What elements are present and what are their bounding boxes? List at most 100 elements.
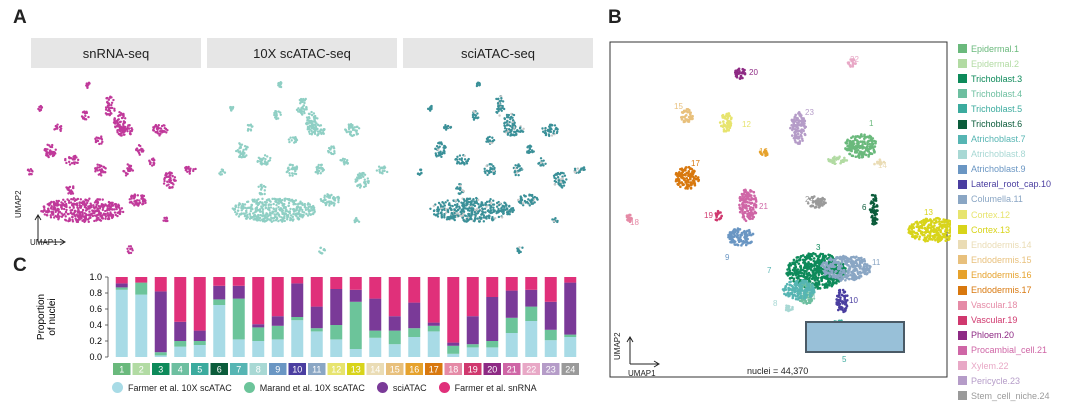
legend-item-9: Atrichoblast.9 [958, 162, 1051, 177]
y-tick-label: 0.4 [89, 320, 102, 330]
cluster-number-label: 9 [725, 253, 730, 262]
legend-swatch [958, 164, 967, 174]
umap-cluster-1 [844, 133, 877, 159]
cluster-number-label: 24 [805, 195, 814, 204]
umap-title-sciatac: sciATAC-seq [403, 38, 593, 68]
category-label: 24 [565, 365, 575, 375]
umap-axis-arrows-a [34, 214, 66, 246]
legend-item-4: Trichoblast.4 [958, 86, 1051, 101]
legend-label: Cortex.13 [971, 224, 1011, 235]
cluster-number-label: 21 [759, 202, 768, 211]
umap-cluster-11 [820, 254, 872, 282]
category-label: 7 [236, 365, 241, 375]
category-label: 12 [331, 365, 341, 375]
cluster-number-label: 5 [842, 355, 847, 364]
umap-cluster-20 [733, 67, 747, 80]
category-color-box [386, 363, 404, 375]
legend-label: Procambial_cell.21 [971, 345, 1048, 356]
category-label: 18 [448, 365, 458, 375]
cluster-number-label: 10 [849, 296, 858, 305]
cluster-number-label: 16 [759, 147, 768, 156]
category-label: 15 [390, 365, 400, 375]
legend-label: Atrichoblast.8 [971, 149, 1026, 160]
cluster-number-label: 7 [767, 266, 772, 275]
umap-cluster-21 [738, 188, 758, 223]
category-label: 11 [312, 365, 321, 375]
umap-cluster-15 [679, 107, 694, 124]
legend-swatch [958, 300, 967, 310]
bar-segment [408, 337, 421, 357]
category-color-box [249, 363, 267, 375]
bar-legend-item: Farmer et al. 10X scATAC [112, 382, 232, 393]
bar-segment [135, 277, 148, 283]
legend-label: Lateral_root_cap.10 [971, 179, 1052, 190]
cluster-number-label: 15 [674, 102, 683, 111]
umap-cluster-7 [781, 279, 816, 301]
legend-label: Trichoblast.3 [971, 73, 1023, 84]
legend-swatch [958, 104, 967, 114]
umap-panel-a [26, 81, 586, 255]
bar-segment [252, 327, 265, 341]
cluster-number-label: 19 [704, 211, 713, 220]
bar-segment [505, 317, 518, 333]
umap-title-10x: 10X scATAC-seq [207, 38, 397, 68]
bar-segment [330, 325, 343, 340]
bar-segment [564, 282, 577, 335]
bar-segment [213, 285, 226, 300]
umap2-label-b: UMAP2 [613, 332, 622, 360]
category-label: 9 [275, 365, 280, 375]
legend-label: sciATAC [392, 382, 427, 393]
cluster-number-label: 17 [691, 159, 700, 168]
bar-segment [447, 342, 460, 346]
bar-segment [193, 277, 206, 331]
umap-cluster-22 [846, 58, 857, 68]
category-color-box [425, 363, 443, 375]
legend-swatch [958, 330, 967, 340]
legend-item-13: Cortex.13 [958, 222, 1051, 237]
umap-scatter-3 [416, 81, 586, 255]
legend-swatch [958, 240, 967, 250]
cluster-legend: Epidermal.1 Epidermal.2 Trichoblast.3 Trich… [958, 41, 1051, 403]
cluster-number-label: 6 [862, 203, 867, 212]
bar-segment [486, 347, 499, 357]
bar-segment [193, 330, 206, 341]
category-color-box [366, 363, 384, 375]
bar-legend: Farmer et al. 10X scATAC Marand et al. 1… [112, 382, 549, 393]
category-color-box [308, 363, 326, 375]
cluster-number-label: 18 [630, 218, 639, 227]
category-label: 8 [256, 365, 261, 375]
bar-segment [213, 299, 226, 305]
bar-segment [447, 345, 460, 354]
bar-segment [232, 285, 245, 299]
legend-label: Trichoblast.4 [971, 88, 1023, 99]
category-label: 1 [119, 365, 124, 375]
bar-segment [525, 277, 538, 290]
legend-label: Vascular.18 [971, 300, 1018, 311]
bar-segment [544, 340, 557, 357]
legend-item-12: Cortex.12 [958, 207, 1051, 222]
bar-segment [349, 349, 362, 357]
bar-segment [310, 306, 323, 329]
bar-legend-item: Farmer et al. snRNA [438, 382, 537, 393]
bar-segment [427, 325, 440, 332]
bar-segment [174, 346, 187, 357]
category-label: 19 [468, 365, 478, 375]
umap-cluster-14 [873, 158, 886, 166]
category-label: 21 [507, 365, 517, 375]
umap-cluster-10 [835, 288, 849, 314]
cluster-number-label: 20 [749, 68, 758, 77]
bar-segment [544, 301, 557, 330]
y-tick-label: 0.6 [89, 304, 102, 314]
category-label: 20 [487, 365, 497, 375]
legend-swatch [958, 391, 967, 401]
bar-segment [213, 305, 226, 357]
legend-dot [376, 382, 388, 393]
bar-segment [115, 287, 128, 290]
bar-segment [330, 339, 343, 357]
bar-segment [271, 325, 284, 340]
cluster-number-label: 13 [924, 208, 933, 217]
legend-item-2: Epidermal.2 [958, 56, 1051, 71]
bar-segment [232, 277, 245, 286]
category-color-box [542, 363, 560, 375]
